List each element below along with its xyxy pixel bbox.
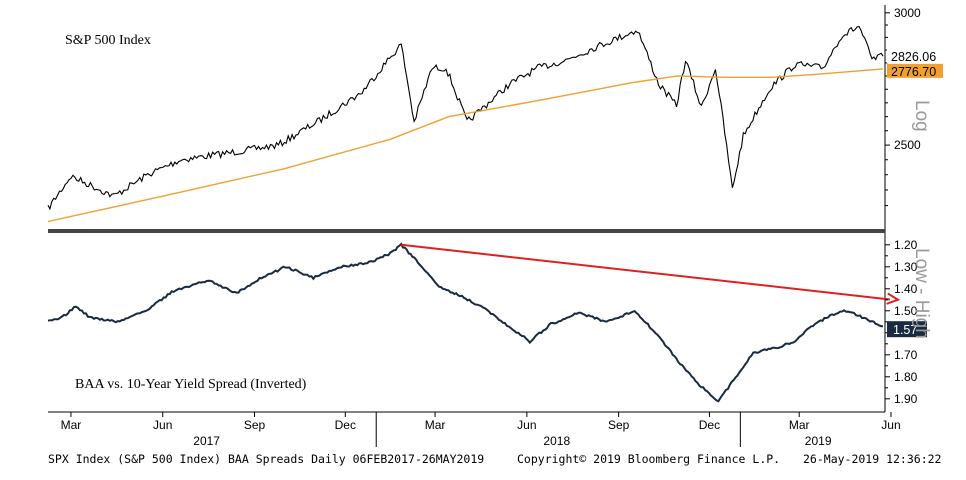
- xtick-month-label: Jun: [153, 418, 172, 432]
- bottom-ytick-label: 1.70: [894, 348, 918, 362]
- xtick-year-label: 2018: [543, 434, 570, 448]
- top-ytick-label: 2500: [894, 138, 921, 152]
- footer-timestamp: 26-May-2019 12:36:22: [803, 452, 942, 466]
- xtick-year-label: 2019: [805, 434, 832, 448]
- xtick-month-label: Dec: [335, 418, 356, 432]
- trend-arrow-head: [886, 292, 901, 305]
- xtick-month-label: Mar: [425, 418, 446, 432]
- top-chart-title: S&P 500 Index: [65, 33, 151, 48]
- spread-last-value-label: 1.57: [893, 323, 917, 337]
- xtick-month-label: Jun: [517, 418, 536, 432]
- bottom-ytick-label: 1.40: [894, 282, 918, 296]
- bottom-ytick-label: 1.30: [894, 260, 918, 274]
- price-last-value-label: 2826.06: [891, 50, 936, 64]
- bottom-ytick-label: 1.50: [894, 304, 918, 318]
- sp500-price-line: [47, 25, 884, 211]
- xtick-month-label: Mar: [789, 418, 810, 432]
- spread-last-value-box: [887, 321, 927, 338]
- bottom-axis-scale-label: Low - High: [911, 248, 932, 339]
- xtick-month-label: Sep: [244, 418, 266, 432]
- ma-last-value-label: 2776.70: [891, 65, 936, 79]
- baa-spread-line: [47, 242, 883, 403]
- price-last-value-box: [887, 49, 943, 64]
- ma-last-value-box: [887, 63, 943, 78]
- xtick-month-label: Mar: [61, 418, 82, 432]
- footer-copyright: Copyright© 2019 Bloomberg Finance L.P.: [517, 452, 781, 466]
- bottom-ytick-label: 1.80: [894, 370, 918, 384]
- footer-description: SPX Index (S&P 500 Index) BAA Spreads Da…: [48, 452, 485, 466]
- bottom-ytick-label: 1.20: [894, 238, 918, 252]
- xtick-month-label: Jun: [881, 418, 900, 432]
- bottom-chart-title: BAA vs. 10-Year Yield Spread (Inverted): [75, 377, 307, 392]
- bottom-ytick-label: 1.90: [894, 392, 918, 406]
- xtick-month-label: Dec: [699, 418, 720, 432]
- sp500-moving-average-line: [47, 68, 884, 223]
- top-axis-scale-label: Log: [911, 100, 932, 132]
- trend-arrow-line: [401, 243, 891, 301]
- xtick-month-label: Sep: [608, 418, 630, 432]
- xtick-year-label: 2017: [193, 434, 220, 448]
- top-ytick-label: 3000: [894, 6, 921, 20]
